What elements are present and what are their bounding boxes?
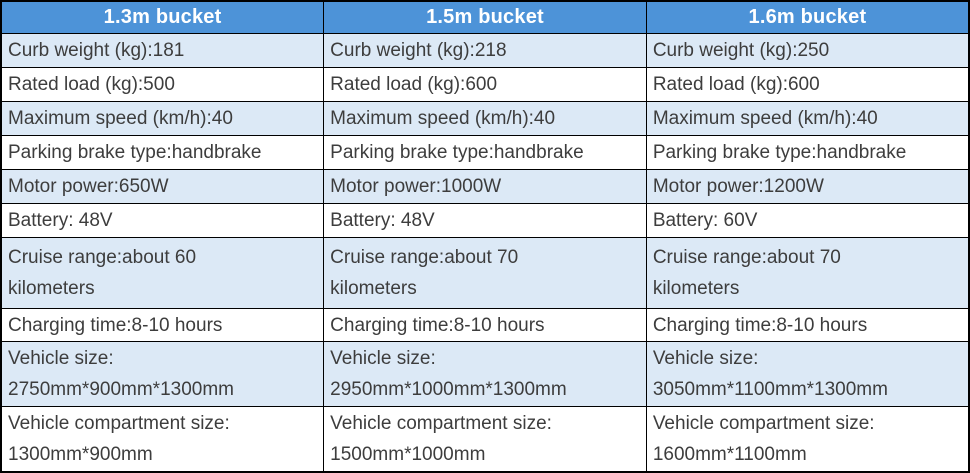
spec-cell: Cruise range:about 60 kilometers <box>0 237 325 309</box>
cell-text: Rated load (kg):500 <box>8 74 175 95</box>
cell-text: Battery: 60V <box>652 210 758 231</box>
column-header-1-6m: 1.6m bucket <box>645 0 970 34</box>
cell-text: Motor power:650W <box>8 176 169 197</box>
cell-text: 2950mm*1000mm*1300mm <box>330 379 567 400</box>
cell-text: Parking brake type:handbrake <box>8 142 262 163</box>
spec-cell: Battery: 60V <box>645 203 970 238</box>
row-maximum-speed: Maximum speed (km/h):40 Maximum speed (k… <box>0 101 970 136</box>
cell-text: Vehicle compartment size: <box>330 413 552 434</box>
column-header-1-3m: 1.3m bucket <box>0 0 325 34</box>
cell-text: Maximum speed (km/h):40 <box>330 108 556 129</box>
row-rated-load: Rated load (kg):500 Rated load (kg):600 … <box>0 67 970 102</box>
row-vehicle-size: Vehicle size: 2750mm*900mm*1300mm Vehicl… <box>0 341 970 407</box>
header-row: 1.3m bucket 1.5m bucket 1.6m bucket <box>0 0 970 34</box>
cell-text: kilometers <box>652 278 740 299</box>
cell-text: Battery: 48V <box>8 210 113 231</box>
spec-cell: Cruise range:about 70 kilometers <box>323 237 647 309</box>
spec-cell: Rated load (kg):600 <box>323 67 647 102</box>
spec-cell: Vehicle compartment size: 1300mm*900mm <box>0 406 325 473</box>
cell-text: Motor power:1000W <box>330 176 502 197</box>
column-header-1-5m: 1.5m bucket <box>323 0 647 34</box>
spec-cell: Vehicle compartment size: 1500mm*1000mm <box>323 406 647 473</box>
spec-cell: Motor power:1000W <box>323 169 647 204</box>
row-curb-weight: Curb weight (kg):181 Curb weight (kg):21… <box>0 33 970 68</box>
spec-cell: Vehicle size: 2950mm*1000mm*1300mm <box>323 341 647 407</box>
spec-cell: Parking brake type:handbrake <box>645 135 970 170</box>
cell-text: kilometers <box>330 278 417 299</box>
cell-text: Vehicle size: <box>330 348 436 369</box>
cell-text: Rated load (kg):600 <box>330 74 498 95</box>
cell-text: Cruise range:about 70 <box>330 247 519 268</box>
spec-cell: Motor power:650W <box>0 169 325 204</box>
spec-cell: Rated load (kg):600 <box>645 67 970 102</box>
cell-text: Charging time:8-10 hours <box>330 314 545 336</box>
spec-cell: Charging time:8-10 hours <box>0 308 325 342</box>
cell-text: Vehicle size: <box>652 348 759 369</box>
cell-text: 1500mm*1000mm <box>330 444 486 465</box>
cell-text: Vehicle compartment size: <box>652 413 875 434</box>
cell-text: Vehicle compartment size: <box>8 413 230 434</box>
cell-text: Charging time:8-10 hours <box>8 314 223 336</box>
cell-text: Curb weight (kg):218 <box>330 40 507 61</box>
spec-cell: Charging time:8-10 hours <box>645 308 970 342</box>
spec-cell: Vehicle size: 2750mm*900mm*1300mm <box>0 341 325 407</box>
spec-cell: Maximum speed (km/h):40 <box>0 101 325 136</box>
row-cruise-range: Cruise range:about 60 kilometers Cruise … <box>0 237 970 309</box>
cell-text: Cruise range:about 60 <box>8 247 197 268</box>
row-motor-power: Motor power:650W Motor power:1000W Motor… <box>0 169 970 204</box>
spec-cell: Battery: 48V <box>0 203 325 238</box>
cell-text: Parking brake type:handbrake <box>330 142 584 163</box>
spec-cell: Vehicle compartment size: 1600mm*1100mm <box>645 406 970 473</box>
cell-text: 1300mm*900mm <box>8 444 153 465</box>
cell-text: Cruise range:about 70 <box>652 247 841 268</box>
row-battery: Battery: 48V Battery: 48V Battery: 60V <box>0 203 970 238</box>
cell-text: Rated load (kg):600 <box>652 74 820 95</box>
spec-cell: Parking brake type:handbrake <box>323 135 647 170</box>
cell-text: 3050mm*1100mm*1300mm <box>652 379 888 400</box>
cell-text: 1600mm*1100mm <box>652 444 807 465</box>
spec-cell: Maximum speed (km/h):40 <box>323 101 647 136</box>
spec-cell: Vehicle size: 3050mm*1100mm*1300mm <box>645 341 970 407</box>
spec-cell: Maximum speed (km/h):40 <box>645 101 970 136</box>
cell-text: Parking brake type:handbrake <box>652 142 907 163</box>
spec-cell: Charging time:8-10 hours <box>323 308 647 342</box>
spec-cell: Rated load (kg):500 <box>0 67 325 102</box>
cell-text: Maximum speed (km/h):40 <box>652 108 878 129</box>
cell-text: Motor power:1200W <box>652 176 824 197</box>
cell-text: Charging time:8-10 hours <box>652 314 868 336</box>
spec-cell: Curb weight (kg):250 <box>645 33 970 68</box>
cell-text: kilometers <box>8 278 95 299</box>
cell-text: Curb weight (kg):250 <box>652 40 830 61</box>
cell-text: Battery: 48V <box>330 210 435 231</box>
row-compartment-size: Vehicle compartment size: 1300mm*900mm V… <box>0 406 970 473</box>
spec-cell: Cruise range:about 70 kilometers <box>645 237 970 309</box>
spec-cell: Curb weight (kg):181 <box>0 33 325 68</box>
row-parking-brake: Parking brake type:handbrake Parking bra… <box>0 135 970 170</box>
cell-text: Maximum speed (km/h):40 <box>8 108 233 129</box>
spec-cell: Curb weight (kg):218 <box>323 33 647 68</box>
cell-text: 2750mm*900mm*1300mm <box>8 379 234 400</box>
spec-cell: Motor power:1200W <box>645 169 970 204</box>
row-charging-time: Charging time:8-10 hours Charging time:8… <box>0 308 970 342</box>
cell-text: Curb weight (kg):181 <box>8 40 185 61</box>
cell-text: Vehicle size: <box>8 348 114 369</box>
spec-cell: Battery: 48V <box>323 203 647 238</box>
spec-cell: Parking brake type:handbrake <box>0 135 325 170</box>
